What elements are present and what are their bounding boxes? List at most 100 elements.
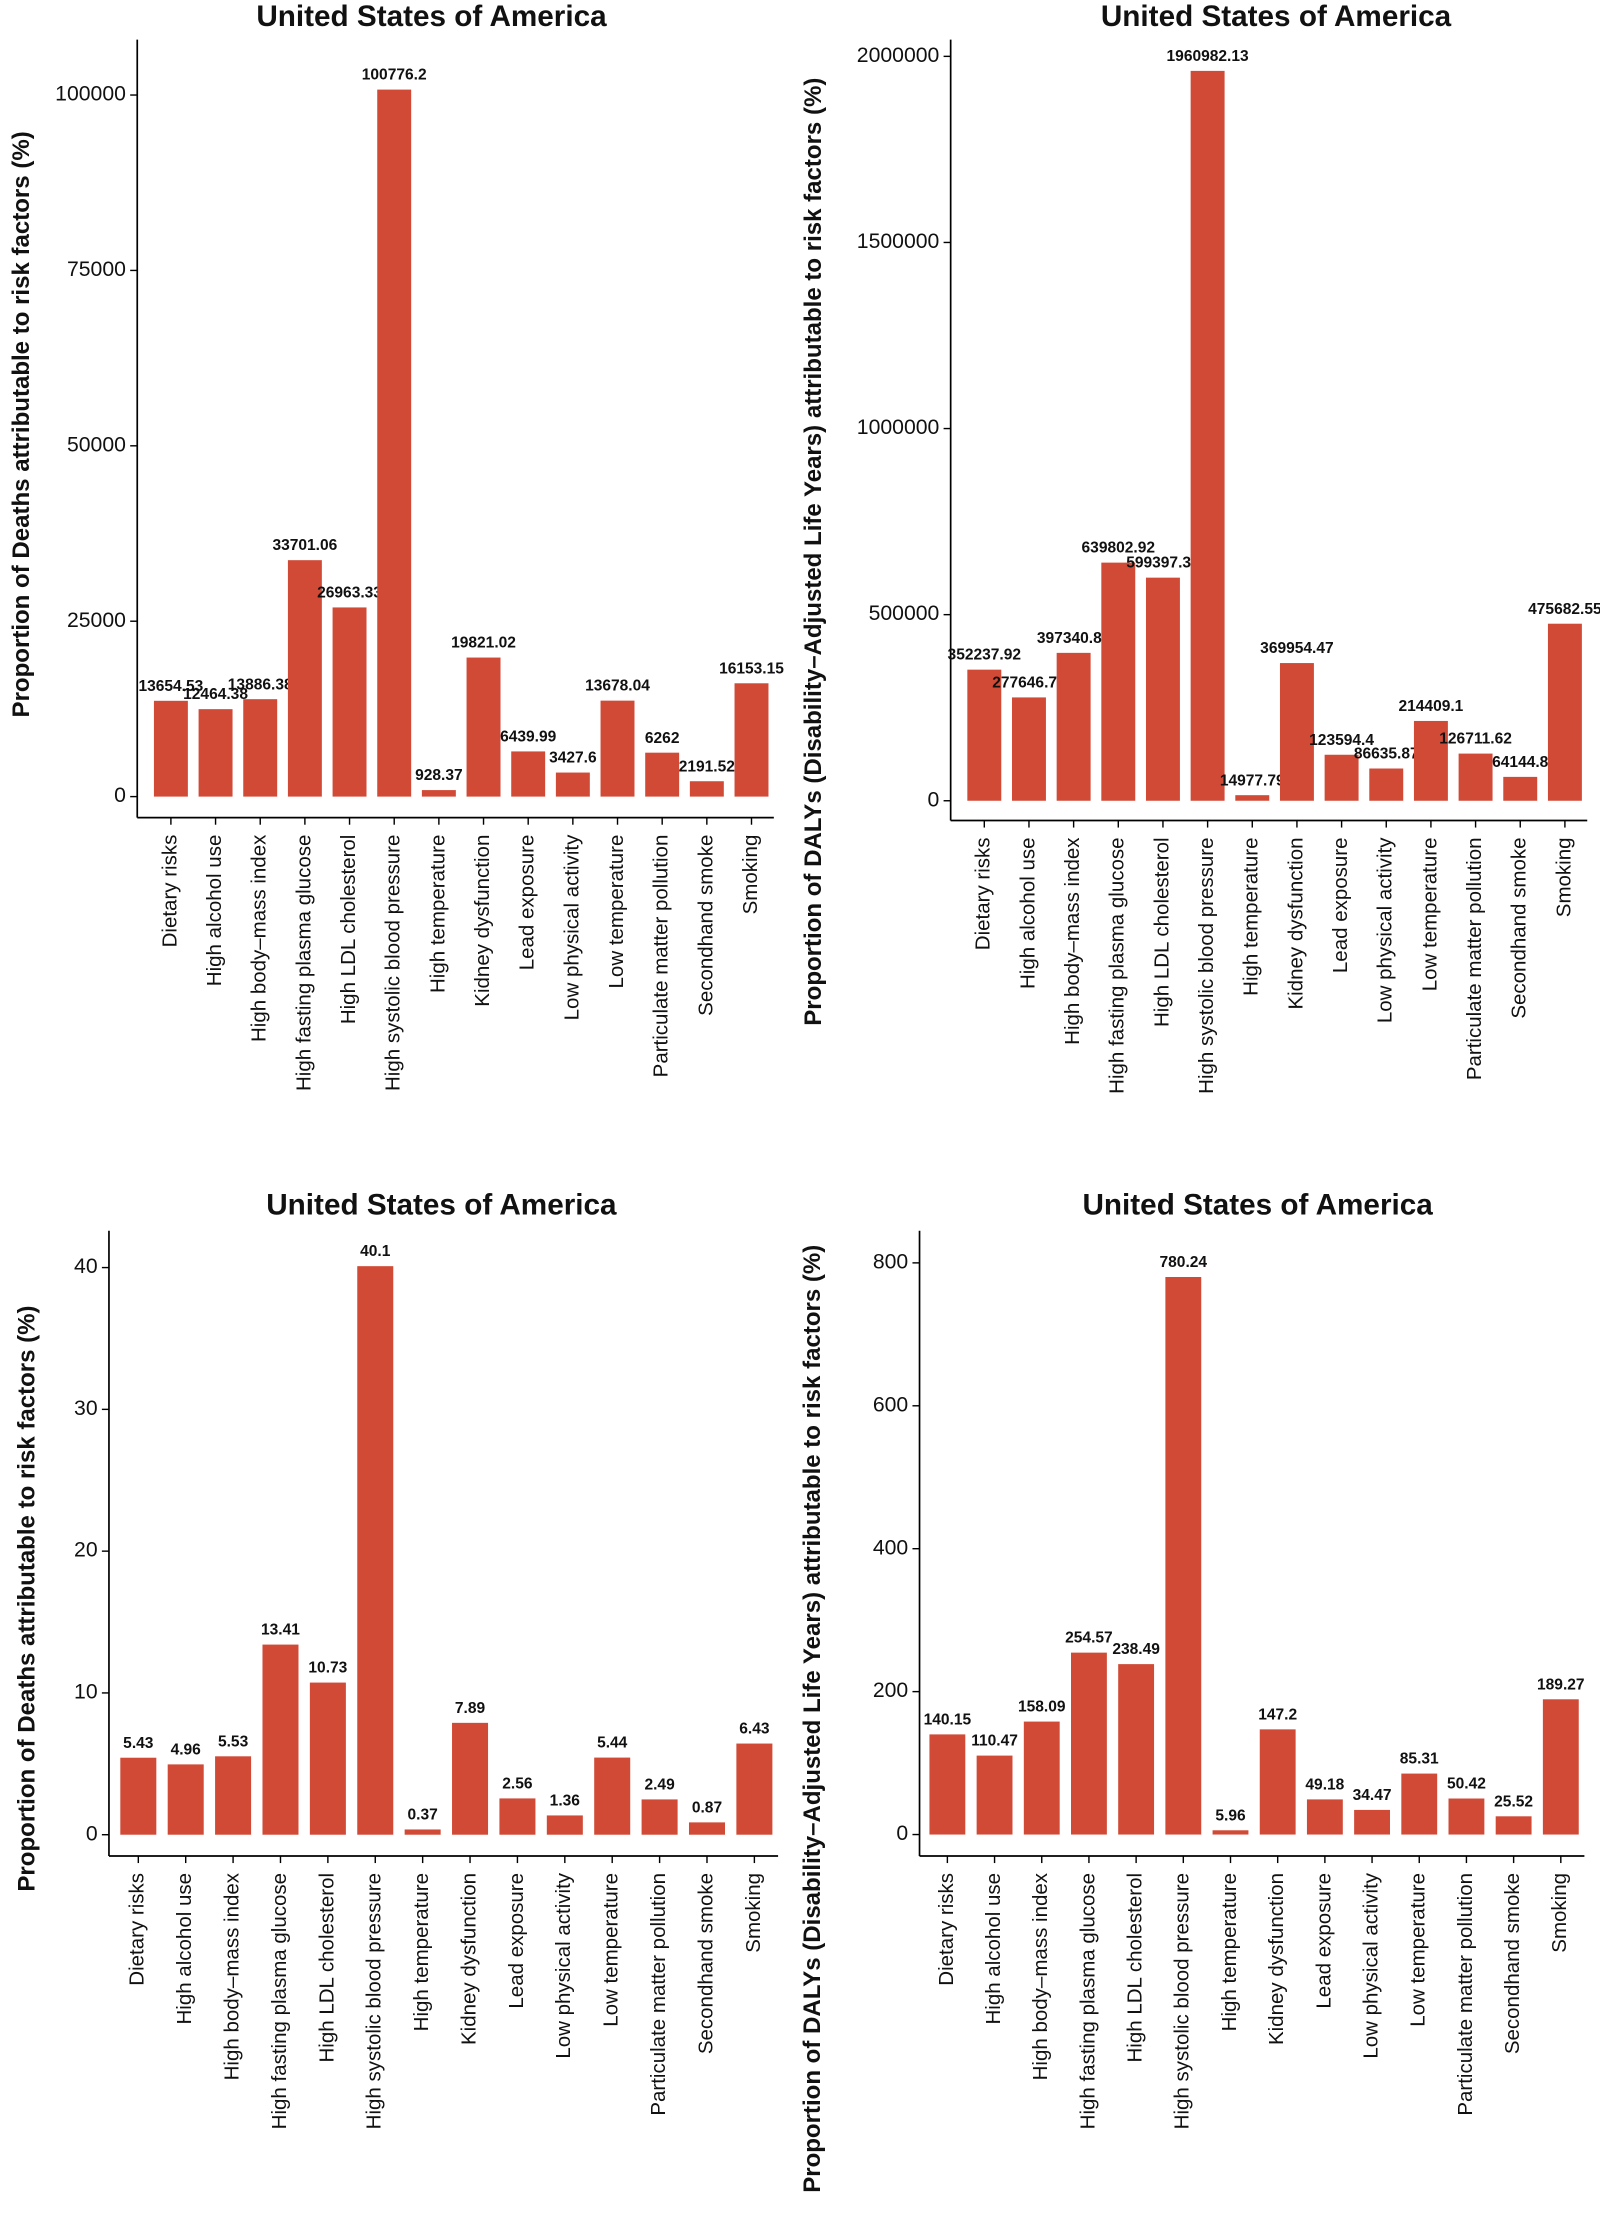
value-label: 13678.04	[585, 678, 650, 695]
value-label: 6.43	[739, 1721, 770, 1738]
value-label: 2191.52	[679, 758, 736, 775]
x-tick-label: High alcohol use	[1016, 837, 1039, 989]
x-tick-label: High fasting plasma glucose	[268, 1873, 291, 2129]
bar	[645, 752, 680, 797]
value-label: 140.15	[924, 1711, 972, 1728]
x-tick-label: Low physical activity	[1359, 1872, 1382, 2058]
bar	[1306, 1799, 1343, 1835]
value-label: 0.87	[692, 1799, 722, 1816]
x-tick-label: Lead exposure	[1312, 1873, 1335, 2009]
x-tick-label: High fasting plasma glucose	[1106, 837, 1129, 1093]
bar	[243, 699, 278, 797]
y-tick-label: 0	[86, 1822, 98, 1845]
value-label: 49.18	[1305, 1776, 1344, 1793]
bar	[641, 1799, 678, 1835]
bar	[215, 1756, 252, 1835]
bar	[688, 1822, 725, 1835]
value-label: 26963.33	[317, 585, 382, 602]
bar	[357, 1266, 394, 1835]
value-label: 50.42	[1447, 1776, 1486, 1793]
x-tick-label: High alcohol use	[982, 1873, 1005, 2025]
value-label: 13886.38	[228, 676, 293, 693]
y-tick-label: 200	[873, 1679, 908, 1702]
y-tick-label: 20	[74, 1539, 98, 1562]
x-tick-label: High temperature	[1240, 837, 1263, 995]
x-tick-label: Low physical activity	[1374, 837, 1397, 1023]
value-label: 369954.47	[1260, 640, 1333, 657]
bar	[1547, 623, 1582, 801]
x-tick-label: Particulate matter pollution	[650, 835, 673, 1078]
value-label: 10.73	[308, 1660, 347, 1677]
bar	[1279, 663, 1314, 801]
value-label: 238.49	[1112, 1641, 1160, 1658]
bar	[120, 1757, 157, 1835]
x-tick-label: Lead exposure	[505, 1873, 528, 2009]
y-tick-label: 1000000	[857, 416, 940, 439]
x-tick-label: High LDL cholesterol	[337, 835, 360, 1025]
value-label: 7.89	[455, 1700, 486, 1717]
value-label: 277646.72	[992, 675, 1066, 692]
x-tick-label: High systolic blood pressure	[382, 835, 405, 1091]
x-tick-label: High body–mass index	[248, 834, 271, 1042]
x-tick-label: Dietary risks	[158, 835, 181, 948]
value-label: 86635.87	[1354, 746, 1419, 763]
bar	[929, 1734, 966, 1835]
value-label: 14977.79	[1220, 772, 1285, 789]
bar	[1212, 1830, 1249, 1835]
bar	[1101, 562, 1136, 801]
x-tick-label: Low physical activity	[560, 834, 583, 1020]
value-label: 3427.6	[549, 750, 597, 767]
bar	[499, 1798, 536, 1835]
y-tick-label: 40	[74, 1255, 98, 1278]
value-label: 639802.92	[1082, 540, 1156, 557]
bar	[594, 1757, 631, 1835]
y-tick-label: 0	[896, 1822, 908, 1845]
x-tick-label: High fasting plasma glucose	[292, 835, 315, 1091]
value-label: 352237.92	[948, 647, 1022, 664]
x-tick-label: Secondhand smoke	[694, 835, 717, 1016]
bar	[1056, 652, 1091, 801]
x-tick-label: Smoking	[739, 835, 762, 915]
x-tick-label: High systolic blood pressure	[1171, 1873, 1194, 2129]
x-tick-label: Kidney dysfunction	[1284, 837, 1307, 1009]
value-label: 5.96	[1215, 1807, 1246, 1824]
value-label: 1960982.13	[1167, 48, 1249, 65]
x-tick-label: High alcohol use	[203, 835, 226, 987]
y-tick-label: 2000000	[857, 44, 940, 67]
x-tick-label: High temperature	[426, 835, 449, 993]
value-label: 2.56	[502, 1776, 533, 1793]
y-axis-label: Proportion of Deaths attributable to ris…	[8, 131, 35, 717]
x-tick-label: High systolic blood pressure	[363, 1873, 386, 2129]
y-tick-label: 500000	[869, 602, 940, 625]
x-tick-label: High temperature	[410, 1873, 433, 2031]
value-label: 1.36	[550, 1793, 581, 1810]
y-tick-label: 0	[114, 784, 126, 807]
bar	[1413, 720, 1448, 801]
bar	[421, 790, 456, 797]
chart-title: United States of America	[1101, 0, 1452, 33]
value-label: 189.27	[1537, 1676, 1585, 1693]
bar	[1145, 577, 1180, 801]
bar	[1542, 1699, 1579, 1835]
x-tick-label: Dietary risks	[126, 1873, 149, 1986]
value-label: 158.09	[1018, 1699, 1066, 1716]
x-tick-label: High systolic blood pressure	[1195, 837, 1218, 1093]
value-label: 2.49	[644, 1777, 675, 1794]
value-label: 25.52	[1494, 1793, 1533, 1810]
bar	[153, 700, 188, 797]
value-label: 13654.53	[138, 678, 203, 695]
x-tick-label: High LDL cholesterol	[315, 1873, 338, 2063]
y-tick-label: 75000	[67, 258, 126, 281]
bar	[555, 772, 590, 797]
y-axis-label: Proportion of DALYs (Disability–Adjusted…	[800, 78, 827, 1026]
y-tick-label: 100000	[55, 83, 126, 106]
value-label: 214409.1	[1398, 698, 1463, 715]
x-tick-label: Dietary risks	[935, 1873, 958, 1986]
x-tick-label: Smoking	[742, 1873, 765, 1953]
bar	[546, 1815, 583, 1835]
value-label: 34.47	[1353, 1787, 1392, 1804]
bar	[1324, 754, 1359, 801]
x-tick-label: Smoking	[1548, 1873, 1571, 1953]
value-label: 110.47	[971, 1733, 1018, 1750]
x-tick-label: Dietary risks	[972, 837, 995, 950]
